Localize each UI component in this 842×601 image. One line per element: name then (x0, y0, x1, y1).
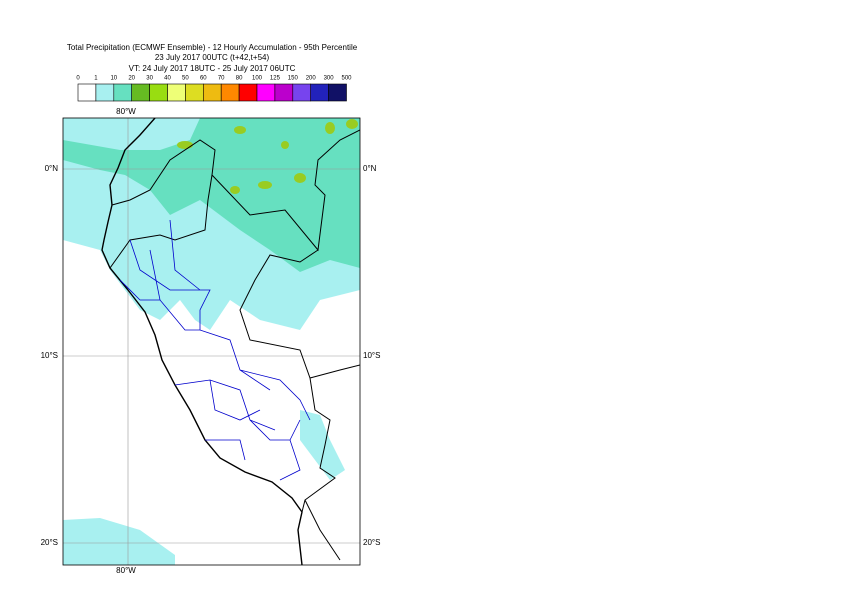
precip-light (300, 410, 345, 480)
legend-label: 200 (306, 76, 317, 82)
legend-label: 50 (182, 76, 189, 82)
legend-label: 0 (76, 76, 80, 82)
run-time: 23 July 2017 00UTC (t+42,t+54) (155, 53, 270, 62)
lat-label: 0°N (363, 164, 377, 173)
legend-label: 150 (288, 76, 299, 82)
legend-swatch (185, 83, 204, 102)
lat-labels: 0°N 0°N 10°S 10°S 20°S 20°S (41, 164, 381, 547)
valid-time: VT: 24 July 2017 18UTC - 25 July 2017 06… (129, 64, 296, 73)
lat-label: 10°S (363, 351, 380, 360)
map (63, 118, 360, 565)
lat-label: 10°S (41, 351, 58, 360)
legend-swatch (77, 83, 97, 102)
lat-label: 20°S (41, 538, 58, 547)
legend-label: 40 (164, 76, 171, 82)
country-border (109, 129, 360, 561)
legend-swatch (292, 83, 311, 102)
precip-heavy (177, 119, 358, 194)
legend-label: 100 (252, 76, 263, 82)
legend-label: 30 (146, 76, 153, 82)
legend-swatch (167, 83, 186, 102)
legend: 0 1 10 20 30 40 50 60 70 80 100 125 150 200 300 500 (76, 76, 352, 102)
lat-label: 20°S (363, 538, 380, 547)
lon-label: 80°W (116, 566, 136, 575)
precip-light (63, 518, 175, 565)
legend-swatch (203, 83, 222, 102)
legend-swatch (149, 83, 168, 102)
legend-swatch (113, 83, 133, 102)
legend-swatch (310, 83, 329, 102)
title: Total Precipitation (ECMWF Ensemble) - 1… (67, 43, 358, 52)
legend-swatch (131, 83, 150, 102)
legend-label: 500 (341, 76, 352, 82)
legend-label: 70 (218, 76, 225, 82)
legend-swatch (95, 83, 115, 102)
legend-label: 1 (94, 76, 98, 82)
legend-label: 300 (324, 76, 335, 82)
lon-label: 80°W (116, 107, 136, 116)
legend-swatch (328, 83, 347, 102)
lat-label: 0°N (45, 164, 59, 173)
legend-swatch (274, 83, 294, 102)
legend-label: 125 (270, 76, 281, 82)
legend-label: 60 (200, 76, 207, 82)
legend-swatch (256, 83, 276, 102)
precip-medium (63, 118, 360, 272)
legend-swatch (220, 83, 240, 102)
legend-swatch (238, 83, 258, 102)
legend-label: 10 (110, 76, 117, 82)
admin-border (119, 219, 311, 481)
map-frame (62, 117, 361, 566)
legend-label: 20 (128, 76, 135, 82)
coastline (101, 118, 303, 565)
legend-label: 80 (236, 76, 243, 82)
precip-light (63, 118, 200, 150)
